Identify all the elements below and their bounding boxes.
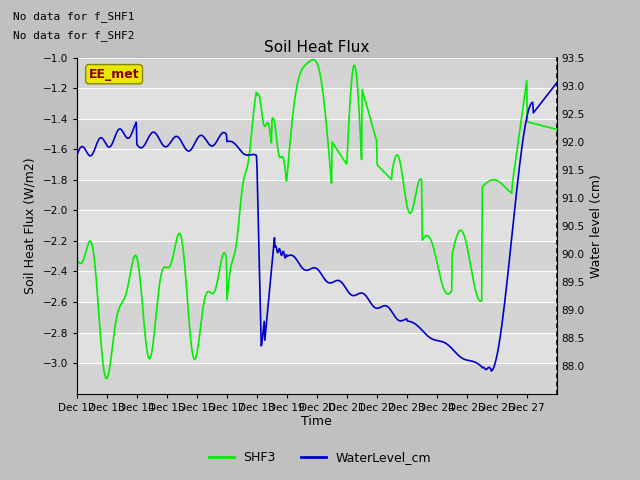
Bar — [77, 149, 557, 180]
Bar — [77, 88, 557, 119]
Y-axis label: Soil Heat Flux (W/m2): Soil Heat Flux (W/m2) — [24, 157, 37, 294]
X-axis label: Time: Time — [301, 415, 332, 429]
Legend: SHF3, WaterLevel_cm: SHF3, WaterLevel_cm — [204, 446, 436, 469]
Text: EE_met: EE_met — [89, 68, 140, 81]
Title: Soil Heat Flux: Soil Heat Flux — [264, 40, 369, 55]
Text: No data for f_SHF2: No data for f_SHF2 — [13, 30, 134, 41]
Bar — [77, 210, 557, 241]
Bar — [77, 271, 557, 302]
Bar — [77, 333, 557, 363]
Text: No data for f_SHF1: No data for f_SHF1 — [13, 11, 134, 22]
Y-axis label: Water level (cm): Water level (cm) — [591, 174, 604, 277]
